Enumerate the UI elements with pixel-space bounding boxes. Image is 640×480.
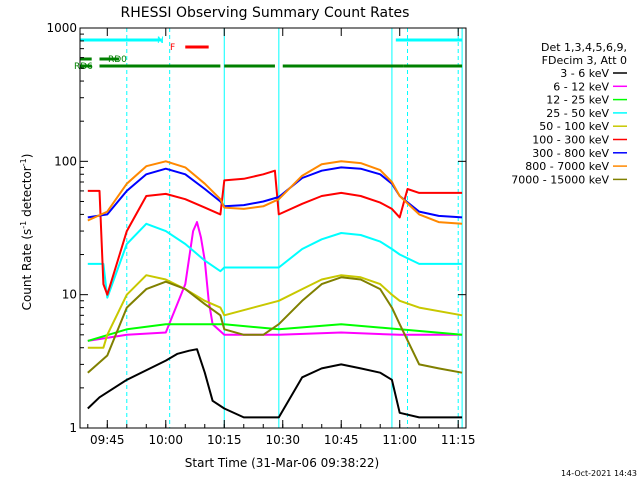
- legend-label-6: 300 - 800 keV: [532, 147, 609, 160]
- chart-title: RHESSI Observing Summary Count Rates: [121, 5, 410, 21]
- flag-label-1: F: [170, 43, 175, 53]
- series-line-1: [87, 221, 463, 342]
- legend-header-1: FDecim 3, Att 0: [542, 54, 627, 67]
- legend-label-8: 7000 - 15000 keV: [511, 173, 609, 186]
- series-line-0: [87, 348, 463, 419]
- flag-label-2: RD0: [108, 55, 127, 65]
- flag-label-3: RD6: [74, 62, 93, 72]
- x-tick-label-0: 09:45: [90, 433, 125, 447]
- series-line-4: [87, 274, 463, 349]
- series-line-2: [87, 323, 463, 342]
- flag-label-0: N: [157, 36, 164, 46]
- y-axis-label-end: ): [20, 154, 34, 159]
- legend-header-0: Det 1,3,4,5,6,9,: [541, 41, 627, 54]
- x-tick-label-3: 10:30: [265, 433, 300, 447]
- x-tick-label-5: 11:00: [382, 433, 417, 447]
- x-tick-label-4: 10:45: [324, 433, 359, 447]
- legend-label-4: 50 - 100 keV: [539, 120, 609, 133]
- plot-timestamp: 14-Oct-2021 14:43: [561, 469, 637, 478]
- y-axis-label-mid: detector: [20, 166, 34, 221]
- x-axis-label: Start Time (31-Mar-06 09:38:22): [185, 456, 379, 470]
- legend-label-0: 3 - 6 keV: [560, 67, 609, 80]
- legend: Det 1,3,4,5,6,9,FDecim 3, Att 03 - 6 keV…: [511, 41, 627, 186]
- legend-label-5: 100 - 300 keV: [532, 134, 609, 147]
- x-tick-label-1: 10:00: [148, 433, 183, 447]
- y-tick-label-3: 1000: [46, 21, 77, 35]
- legend-label-1: 6 - 12 keV: [553, 80, 609, 93]
- y-axis-label-sup2: -1: [19, 158, 28, 166]
- series-line-3: [87, 222, 463, 299]
- x-tick-label-2: 10:15: [207, 433, 242, 447]
- y-axis-label: Count Rate (s-1 detector-1): [19, 154, 34, 311]
- legend-label-3: 25 - 50 keV: [546, 107, 609, 120]
- y-tick-label-1: 10: [62, 288, 77, 302]
- legend-label-2: 12 - 25 keV: [546, 94, 609, 107]
- series-line-7: [87, 160, 463, 225]
- y-axis-label-main: Count Rate (s: [20, 229, 34, 311]
- x-tick-label-6: 11:15: [441, 433, 476, 447]
- series-line-8: [87, 276, 463, 374]
- plot-frame: [79, 27, 467, 429]
- y-tick-label-0: 1: [69, 421, 77, 435]
- y-axis-label-sup1: -1: [19, 221, 28, 229]
- legend-label-7: 800 - 7000 keV: [525, 160, 609, 173]
- y-tick-label-2: 100: [54, 154, 77, 168]
- series-line-5: [87, 169, 463, 296]
